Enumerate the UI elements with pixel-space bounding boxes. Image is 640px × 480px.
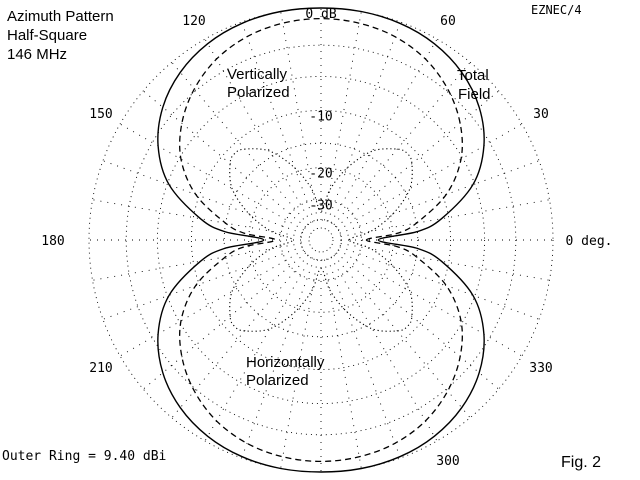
series-total-field [157, 7, 485, 473]
ring-label: -20 [309, 167, 332, 182]
axis-labels: 0 dB -10 -20 -30 0 deg. 30 60 120 150 180 210 300 33… [41, 7, 612, 469]
angle-label: 210 [89, 361, 112, 376]
vertical-label-2: Polarized [227, 84, 290, 101]
angle-label: 0 deg. [566, 234, 613, 249]
pattern-curves [157, 7, 485, 473]
grid-ring [156, 75, 486, 405]
grid-spoke [338, 249, 523, 357]
grid-spoke [336, 90, 499, 228]
grid-ring [280, 199, 362, 281]
angle-label: 150 [89, 107, 112, 122]
total-label-1: Total [457, 67, 489, 84]
angle-label: 180 [41, 234, 64, 249]
program-label: EZNEC/4 [531, 3, 582, 17]
grid-spoke [333, 255, 471, 418]
grid-ring [300, 219, 342, 261]
grid-ring [190, 109, 452, 371]
grid-spoke [336, 252, 499, 390]
vertical-label-1: Vertically [227, 66, 288, 83]
grid-ring [223, 142, 419, 338]
figure-number: Fig. 2 [561, 454, 602, 471]
ring-label: -10 [309, 109, 332, 124]
grid-spoke [339, 160, 540, 234]
grid-spoke [280, 11, 318, 221]
grid-spoke [92, 243, 302, 281]
grid-spoke [340, 243, 550, 281]
title-line-3: 146 MHz [7, 46, 68, 63]
horizontal-label-1: Horizontally [246, 354, 325, 371]
grid-ring [308, 227, 334, 253]
grid-spoke [102, 246, 303, 320]
grid-spoke [241, 258, 315, 459]
ring-label: -30 [309, 199, 332, 214]
total-label-2: Field [458, 86, 491, 103]
series-vertically-polarized [179, 17, 463, 463]
horizontal-label-2: Polarized [246, 372, 309, 389]
grid-spoke [171, 255, 309, 418]
grid-spoke [204, 257, 312, 442]
grid-spoke [241, 21, 315, 222]
grid-spoke [119, 123, 304, 231]
title-line-2: Half-Square [7, 27, 88, 44]
outer-ring-label: Outer Ring = 9.40 dBi [2, 449, 167, 464]
grid-spoke [333, 62, 471, 225]
grid-spoke [327, 21, 401, 222]
grid-ring [248, 167, 394, 313]
grid-spoke [340, 199, 550, 237]
grid-spoke [102, 160, 303, 234]
angle-label: 330 [529, 361, 552, 376]
grid-ring [88, 7, 554, 473]
title-line-1: Azimuth Pattern [7, 8, 114, 25]
grid-spoke [143, 252, 306, 390]
grid-spoke [338, 123, 523, 231]
grid-spoke [324, 259, 362, 469]
angle-label: 30 [533, 107, 549, 122]
grid-spoke [119, 249, 304, 357]
polar-grid [88, 7, 554, 473]
ring-label: 0 dB [305, 7, 336, 22]
grid-spoke [92, 199, 302, 237]
grid-spoke [324, 11, 362, 221]
grid-spoke [330, 38, 438, 223]
grid-spoke [330, 257, 438, 442]
grid-spoke [339, 246, 540, 320]
angle-label: 60 [440, 14, 456, 29]
grid-spoke [204, 38, 312, 223]
angle-label: 300 [436, 454, 459, 469]
grid-ring [125, 44, 517, 436]
angle-label: 120 [182, 14, 205, 29]
grid-spoke [327, 258, 401, 459]
grid-spoke [280, 259, 318, 469]
grid-spoke [171, 62, 309, 225]
grid-spoke [143, 90, 306, 228]
